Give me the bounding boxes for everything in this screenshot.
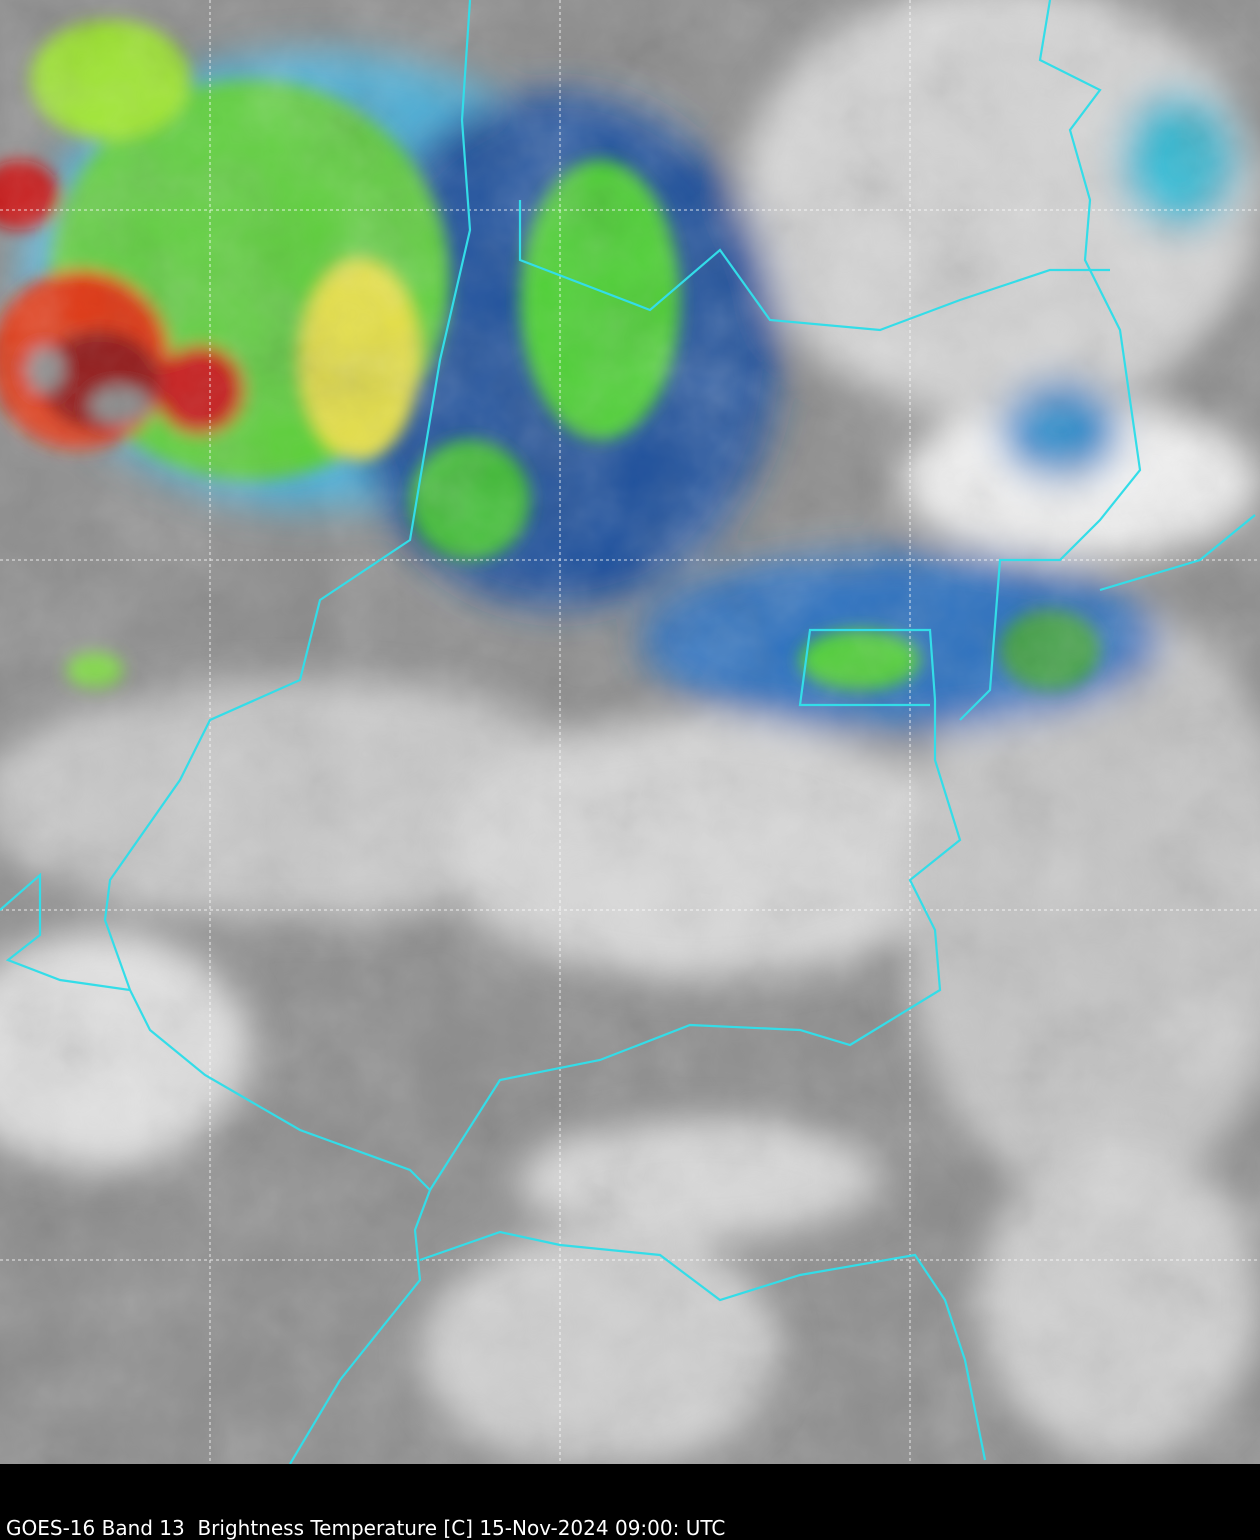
satellite-image xyxy=(0,0,1260,1464)
borders xyxy=(0,0,1256,1464)
image-caption: GOES-16 Band 13 Brightness Temperature [… xyxy=(6,1516,726,1540)
